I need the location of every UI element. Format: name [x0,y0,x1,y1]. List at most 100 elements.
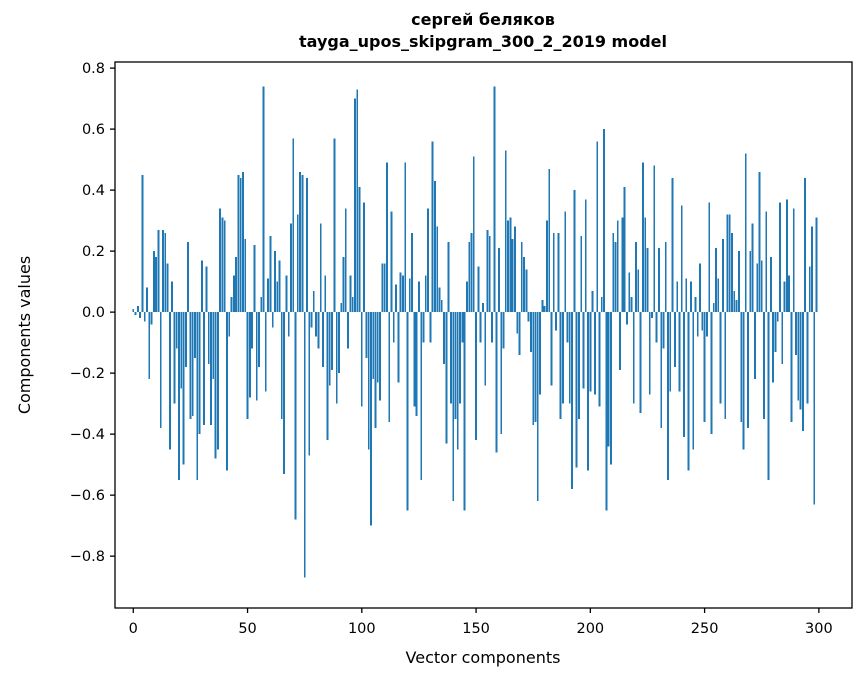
y-tick-label: −0.4 [70,427,105,443]
bar [360,312,363,407]
bar [651,312,653,319]
bar [536,312,539,502]
bar [559,312,562,419]
y-tick-label: −0.6 [70,488,105,504]
x-tick-label: 100 [348,621,376,637]
bar [756,263,759,313]
bar [420,312,423,480]
bar [397,312,400,383]
bar [797,312,800,401]
bar [671,177,674,313]
bar [383,263,386,313]
bar [573,190,576,313]
bar [173,312,176,404]
bar [335,312,338,404]
bar [548,168,551,313]
bar [662,312,665,349]
bar [166,263,169,313]
bar [136,306,139,313]
y-tick-label: −0.8 [70,549,105,565]
bar [294,312,297,520]
bar [148,312,151,380]
bar [214,312,217,459]
bar [715,248,717,313]
bar [578,312,580,419]
x-axis-label: Vector components [406,648,561,667]
bar [429,312,432,343]
bar [312,290,315,313]
bar [463,312,466,511]
bar [541,299,544,313]
bar [280,312,283,419]
bar [520,241,523,313]
bar [269,235,272,313]
bar [319,223,322,313]
bar [324,275,327,313]
bar [235,257,238,313]
bar [653,165,656,313]
bar [374,312,377,429]
bar [472,156,475,313]
bar [680,205,683,313]
bar [619,312,621,371]
bar [466,281,468,313]
bar [710,312,713,435]
bar [338,312,340,374]
bar [402,275,404,313]
bar [678,312,681,392]
x-tick-label: 50 [238,621,256,637]
bar [500,312,503,435]
bar [331,312,334,371]
bar [733,290,736,313]
bar [660,312,663,429]
bar [344,208,347,313]
bar [609,312,612,465]
bar [434,180,436,313]
bar [363,202,366,313]
bar [191,312,194,416]
bar [580,235,583,313]
bar [758,171,761,313]
bar [301,174,304,313]
bar [648,312,651,395]
bar [637,269,640,313]
bar [292,138,295,313]
bar [591,290,594,313]
y-tick-label: 0.0 [82,305,105,321]
bar [566,312,569,343]
bar [815,217,818,313]
bar [203,312,206,425]
bar [790,312,793,422]
bar [644,217,647,313]
plot-area-border [114,61,853,609]
bar [527,312,530,322]
bar [189,312,192,419]
bar [253,245,256,313]
x-tick-label: 150 [462,621,490,637]
bar [616,220,619,313]
bar [767,312,770,480]
y-tick-label: 0.8 [82,61,105,77]
bar [408,278,411,313]
bar [155,257,158,313]
bar [717,278,720,313]
bar [180,312,183,389]
bar [669,312,672,392]
bar [625,312,628,325]
bar [342,257,345,313]
bar [306,177,308,313]
bar [772,312,775,383]
bar [607,312,610,447]
bar [728,214,731,313]
bar [184,312,187,368]
bar [511,238,514,313]
bar [726,214,729,313]
bar [701,312,704,331]
bar [141,174,144,313]
bar [571,312,573,490]
bar [143,312,146,322]
bar [178,312,180,480]
bar [159,312,162,429]
bar [230,296,233,313]
bar [724,312,727,419]
